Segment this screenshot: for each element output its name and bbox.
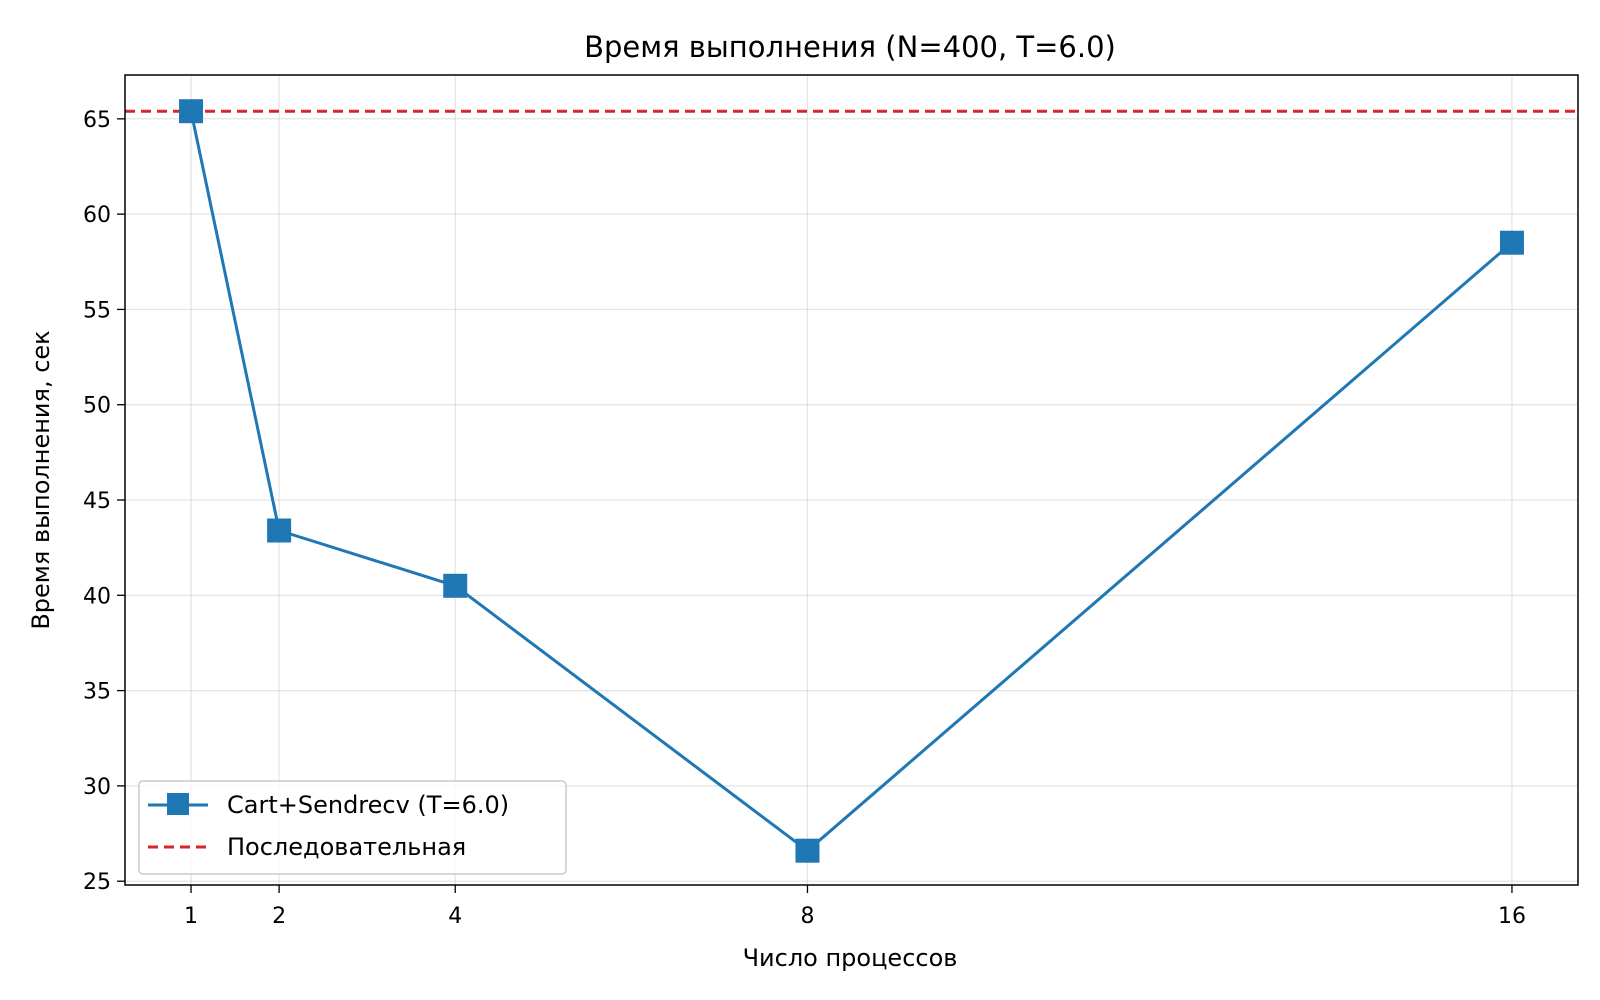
y-tick-label: 50 bbox=[83, 394, 111, 419]
legend-box bbox=[138, 780, 567, 875]
y-axis-label: Время выполнения, сек bbox=[27, 330, 55, 629]
chart-title: Время выполнения (N=400, T=6.0) bbox=[584, 30, 1116, 64]
y-tick-label: 25 bbox=[83, 870, 111, 895]
x-tick-label: 2 bbox=[272, 904, 286, 929]
y-axis-ticks: 25 30 35 40 45 50 55 60 65 bbox=[83, 108, 125, 895]
x-tick-label: 1 bbox=[184, 904, 198, 929]
legend-reference-label: Последовательная bbox=[227, 833, 466, 861]
legend: Cart+Sendrecv (T=6.0) Последовательная bbox=[138, 780, 567, 875]
x-tick-label: 4 bbox=[448, 904, 462, 929]
data-point-marker bbox=[443, 573, 468, 598]
data-point-marker bbox=[1499, 230, 1524, 255]
y-tick-label: 55 bbox=[83, 298, 111, 323]
x-tick-label: 16 bbox=[1498, 904, 1526, 929]
y-tick-label: 60 bbox=[83, 203, 111, 228]
legend-series-marker bbox=[167, 793, 189, 815]
legend-series-label: Cart+Sendrecv (T=6.0) bbox=[227, 791, 509, 819]
x-axis-label: Число процессов bbox=[743, 944, 958, 972]
grid-lines bbox=[125, 75, 1578, 885]
y-tick-label: 40 bbox=[83, 584, 111, 609]
data-point-marker bbox=[267, 518, 292, 543]
data-series bbox=[179, 99, 1524, 863]
y-tick-label: 30 bbox=[83, 775, 111, 800]
plot-frame bbox=[124, 74, 1579, 886]
x-tick-label: 8 bbox=[800, 904, 814, 929]
x-axis-ticks: 1 2 4 8 16 bbox=[184, 885, 1526, 929]
data-point-marker bbox=[795, 838, 820, 863]
y-tick-label: 65 bbox=[83, 108, 111, 133]
y-tick-label: 35 bbox=[83, 680, 111, 705]
y-tick-label: 45 bbox=[83, 489, 111, 514]
data-point-marker bbox=[179, 99, 204, 124]
